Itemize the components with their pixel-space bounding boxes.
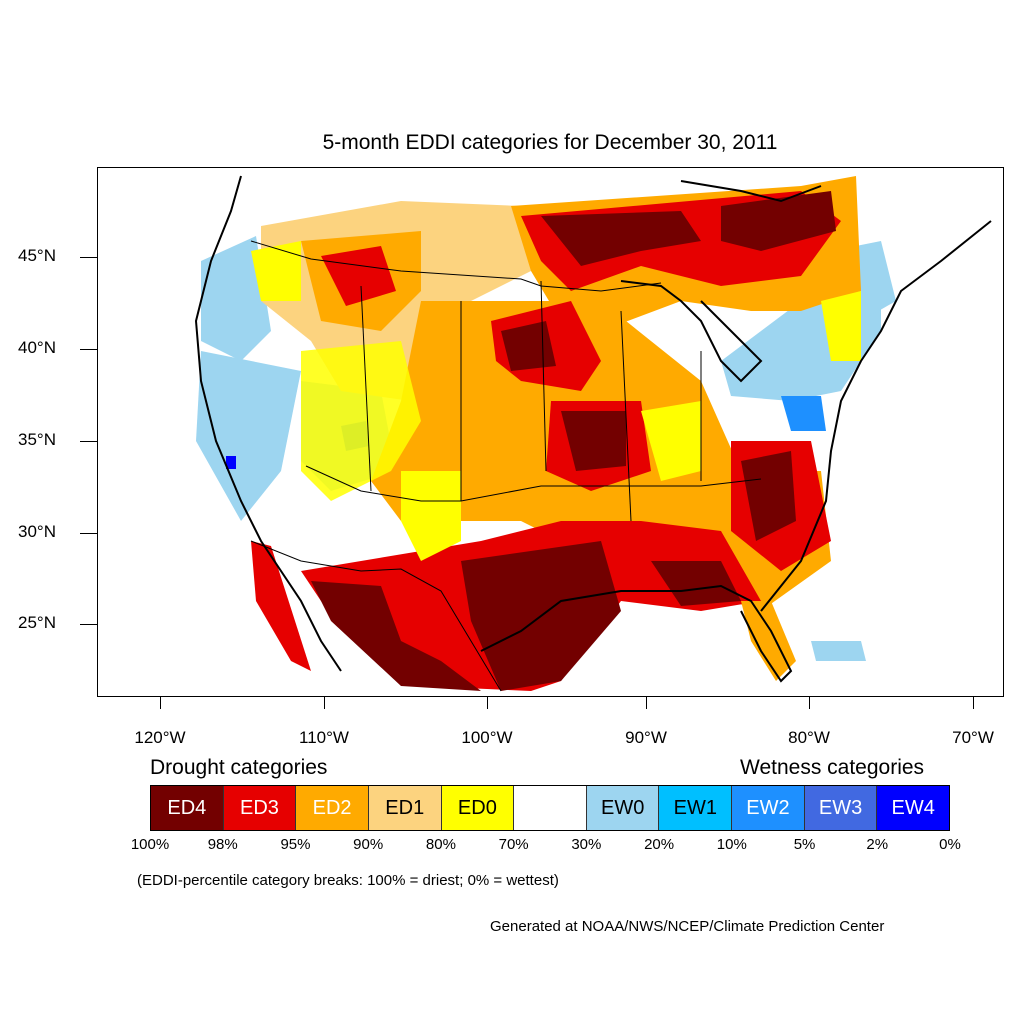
percentile-label: 70% (498, 836, 529, 853)
lon-tick (973, 697, 974, 709)
legend-swatch-ew4: EW4 (877, 786, 950, 830)
boundaries (250, 240, 762, 692)
category-note: (EDDI-percentile category breaks: 100% =… (137, 872, 559, 889)
legend-swatch-ed2: ED2 (296, 786, 369, 830)
legend-swatch-ed3: ED3 (223, 786, 297, 830)
percentile-label: 100% (130, 836, 170, 853)
wetness-heading: Wetness categories (740, 756, 925, 779)
percentile-label: 2% (866, 836, 889, 853)
page-title: 5-month EDDI categories for December 30,… (322, 131, 778, 154)
lon-tick (487, 697, 488, 709)
legend-swatch-ew0: EW0 (586, 786, 660, 830)
lon-label-100: 100°W (461, 728, 513, 747)
legend-swatch-ew2: EW2 (732, 786, 805, 830)
percentile-label: 95% (280, 836, 311, 853)
lon-tick (646, 697, 647, 709)
lat-label-35: 35°N (18, 430, 56, 449)
percentile-label: 10% (716, 836, 747, 853)
legend-swatch-ed4: ED4 (151, 786, 224, 830)
percentile-label: 98% (207, 836, 238, 853)
coastlines (194, 175, 992, 683)
legend-swatch-ew1: EW1 (659, 786, 733, 830)
legend-bar: ED4 ED3 ED2 ED1 ED0 EW0 EW1 EW2 EW3 EW4 (150, 785, 950, 831)
lat-tick (80, 533, 97, 534)
percentile-label: 0% (939, 836, 961, 853)
lon-label-80: 80°W (788, 728, 830, 747)
percentile-label: 80% (425, 836, 456, 853)
drought-heading: Drought categories (150, 756, 328, 779)
lat-tick (80, 349, 97, 350)
lat-tick (80, 441, 97, 442)
lat-label-45: 45°N (18, 246, 56, 265)
lon-tick (809, 697, 810, 709)
lat-label-40: 40°N (18, 338, 56, 357)
percentile-label: 90% (353, 836, 384, 853)
lat-label-25: 25°N (18, 613, 56, 632)
map-area (97, 167, 1004, 697)
legend-swatch-ew3: EW3 (804, 786, 878, 830)
legend-swatch-ed0: ED0 (441, 786, 515, 830)
percentile-label: 30% (571, 836, 602, 853)
lat-tick (80, 257, 97, 258)
lon-label-70: 70°W (952, 728, 994, 747)
lon-label-110: 110°W (299, 728, 349, 747)
legend-swatch-ed1: ED1 (368, 786, 442, 830)
lat-tick (80, 624, 97, 625)
percentile-label: 5% (793, 836, 816, 853)
lon-tick (160, 697, 161, 709)
eddi-map (194, 175, 992, 692)
lon-label-90: 90°W (625, 728, 667, 747)
moderate-areas (251, 241, 861, 561)
credit-text: Generated at NOAA/NWS/NCEP/Climate Predi… (490, 918, 885, 935)
lon-label-120: 120°W (134, 728, 186, 747)
lon-tick (324, 697, 325, 709)
lat-label-30: 30°N (18, 522, 56, 541)
legend-swatch-neutral (514, 786, 587, 830)
percentile-label: 20% (644, 836, 675, 853)
